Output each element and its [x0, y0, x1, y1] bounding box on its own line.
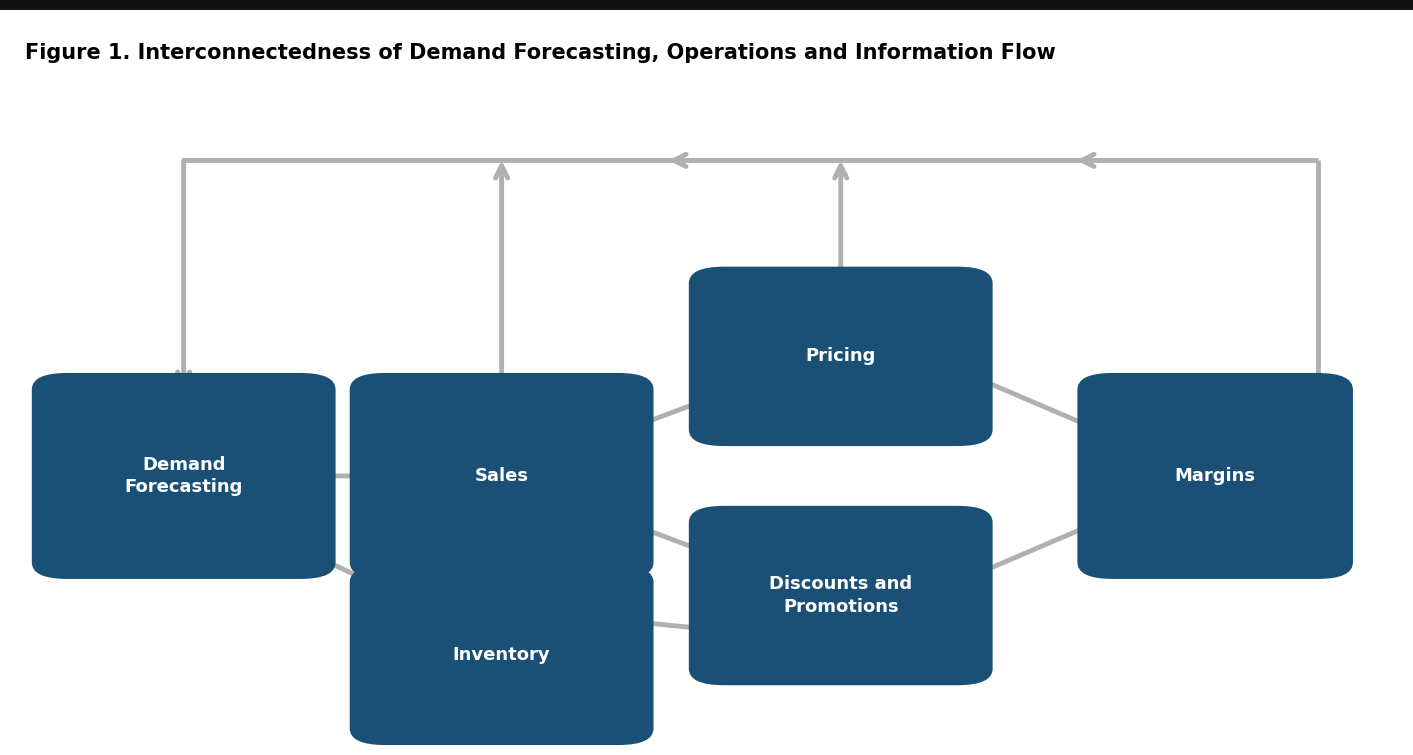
FancyArrowPatch shape [619, 519, 719, 559]
Text: Sales: Sales [475, 467, 528, 485]
FancyBboxPatch shape [1077, 373, 1354, 579]
FancyArrowPatch shape [496, 166, 507, 390]
FancyArrowPatch shape [835, 166, 846, 283]
FancyBboxPatch shape [688, 506, 992, 686]
FancyArrowPatch shape [673, 154, 685, 166]
FancyArrowPatch shape [958, 517, 1108, 582]
FancyArrowPatch shape [285, 542, 394, 593]
Text: Inventory: Inventory [452, 646, 551, 664]
FancyArrowPatch shape [958, 370, 1108, 435]
Text: Figure 1. Interconnectedness of Demand Forecasting, Operations and Information F: Figure 1. Interconnectedness of Demand F… [25, 42, 1056, 63]
FancyArrowPatch shape [496, 565, 507, 580]
FancyArrowPatch shape [178, 160, 189, 384]
FancyArrowPatch shape [1081, 154, 1094, 166]
FancyBboxPatch shape [350, 373, 653, 579]
FancyBboxPatch shape [350, 565, 653, 745]
FancyArrowPatch shape [619, 393, 719, 433]
Text: Discounts and
Promotions: Discounts and Promotions [769, 575, 913, 615]
Text: Pricing: Pricing [805, 347, 876, 365]
FancyBboxPatch shape [688, 267, 992, 446]
Text: Margins: Margins [1174, 467, 1256, 485]
FancyArrowPatch shape [301, 470, 380, 482]
FancyArrowPatch shape [605, 619, 733, 636]
FancyArrowPatch shape [1311, 402, 1324, 476]
FancyBboxPatch shape [32, 373, 336, 579]
Text: Demand
Forecasting: Demand Forecasting [124, 456, 243, 496]
